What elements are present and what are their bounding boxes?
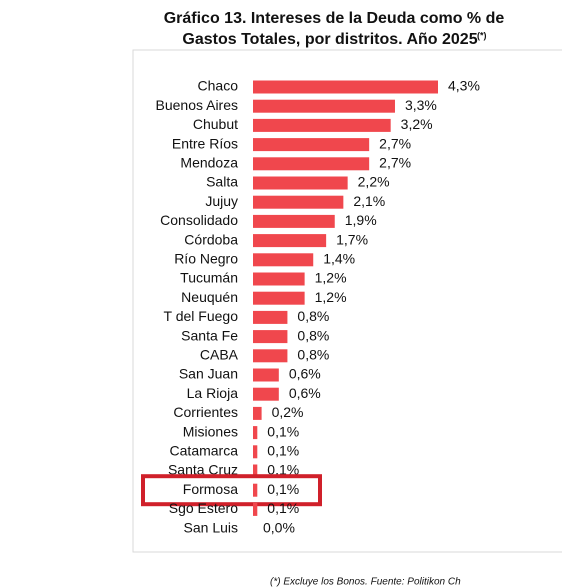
category-label: Misiones bbox=[183, 423, 238, 439]
value-label: 0,8% bbox=[297, 347, 329, 363]
bar bbox=[253, 80, 438, 94]
category-label: San Juan bbox=[179, 366, 238, 382]
category-label: La Rioja bbox=[187, 385, 239, 401]
bar bbox=[253, 368, 279, 382]
highlight-box bbox=[141, 474, 322, 507]
value-label: 1,7% bbox=[336, 231, 368, 247]
value-label: 0,1% bbox=[267, 500, 299, 516]
title-note: (*) bbox=[477, 30, 487, 40]
category-label: Buenos Aires bbox=[156, 97, 239, 113]
value-label: 0,8% bbox=[297, 308, 329, 324]
category-label: Neuquén bbox=[181, 289, 238, 305]
bar bbox=[253, 195, 344, 209]
bar bbox=[253, 387, 279, 401]
value-label: 0,6% bbox=[289, 366, 321, 382]
value-label: 0,1% bbox=[267, 481, 299, 497]
value-label: 2,1% bbox=[353, 193, 385, 209]
category-label: Santa Cruz bbox=[168, 462, 238, 478]
bar bbox=[253, 234, 327, 248]
bar bbox=[253, 118, 391, 132]
value-label: 4,3% bbox=[448, 78, 480, 94]
bar bbox=[253, 330, 288, 344]
category-label: Salta bbox=[206, 174, 238, 190]
value-label: 0,2% bbox=[272, 404, 304, 420]
category-label: Jujuy bbox=[205, 193, 238, 209]
value-label: 2,7% bbox=[379, 135, 411, 151]
bar bbox=[253, 157, 370, 171]
bar bbox=[253, 214, 335, 228]
bar bbox=[253, 464, 258, 478]
category-label: Sgo Estero bbox=[169, 500, 238, 516]
value-label: 0,1% bbox=[267, 423, 299, 439]
value-label: 1,2% bbox=[315, 270, 347, 286]
category-label: Chubut bbox=[193, 116, 238, 132]
bar bbox=[253, 483, 258, 497]
category-label: Entre Ríos bbox=[172, 135, 238, 151]
value-label: 2,2% bbox=[358, 174, 390, 190]
value-label: 0,0% bbox=[263, 519, 295, 535]
bar bbox=[253, 445, 258, 459]
chart-title: Gráfico 13. Intereses de la Deuda como %… bbox=[164, 10, 505, 27]
category-label: Catamarca bbox=[170, 443, 239, 459]
bar bbox=[253, 310, 288, 324]
category-label: Mendoza bbox=[180, 155, 238, 171]
category-label: Río Negro bbox=[174, 251, 238, 267]
value-label: 3,3% bbox=[405, 97, 437, 113]
bar bbox=[253, 426, 258, 440]
bar bbox=[253, 502, 258, 516]
bar bbox=[253, 291, 305, 305]
category-label: T del Fuego bbox=[164, 308, 239, 324]
value-label: 0,8% bbox=[297, 327, 329, 343]
value-label: 2,7% bbox=[379, 155, 411, 171]
category-label: Chaco bbox=[198, 78, 239, 94]
bar bbox=[253, 272, 305, 286]
bar bbox=[253, 99, 395, 113]
value-label: 1,4% bbox=[323, 251, 355, 267]
category-label: Corrientes bbox=[173, 404, 238, 420]
bar bbox=[253, 138, 370, 152]
category-label: CABA bbox=[200, 347, 239, 363]
category-label: Santa Fe bbox=[181, 327, 238, 343]
bar bbox=[253, 406, 262, 420]
value-label: 1,2% bbox=[315, 289, 347, 305]
category-label: Consolidado bbox=[160, 212, 238, 228]
chart-title: Gastos Totales, por distritos. Año 2025 bbox=[182, 31, 477, 48]
value-label: 1,9% bbox=[345, 212, 377, 228]
value-label: 0,1% bbox=[267, 443, 299, 459]
category-label: Formosa bbox=[183, 481, 238, 497]
category-label: Córdoba bbox=[184, 231, 238, 247]
bar bbox=[253, 349, 288, 363]
chart-frame bbox=[132, 49, 562, 553]
value-label: 0,1% bbox=[267, 462, 299, 478]
category-label: San Luis bbox=[184, 519, 238, 535]
bar bbox=[253, 176, 348, 190]
footnote: (*) Excluye los Bonos. Fuente: Politikon… bbox=[270, 577, 461, 587]
value-label: 0,6% bbox=[289, 385, 321, 401]
value-label: 3,2% bbox=[401, 116, 433, 132]
category-label: Tucumán bbox=[180, 270, 238, 286]
bar bbox=[253, 253, 314, 267]
